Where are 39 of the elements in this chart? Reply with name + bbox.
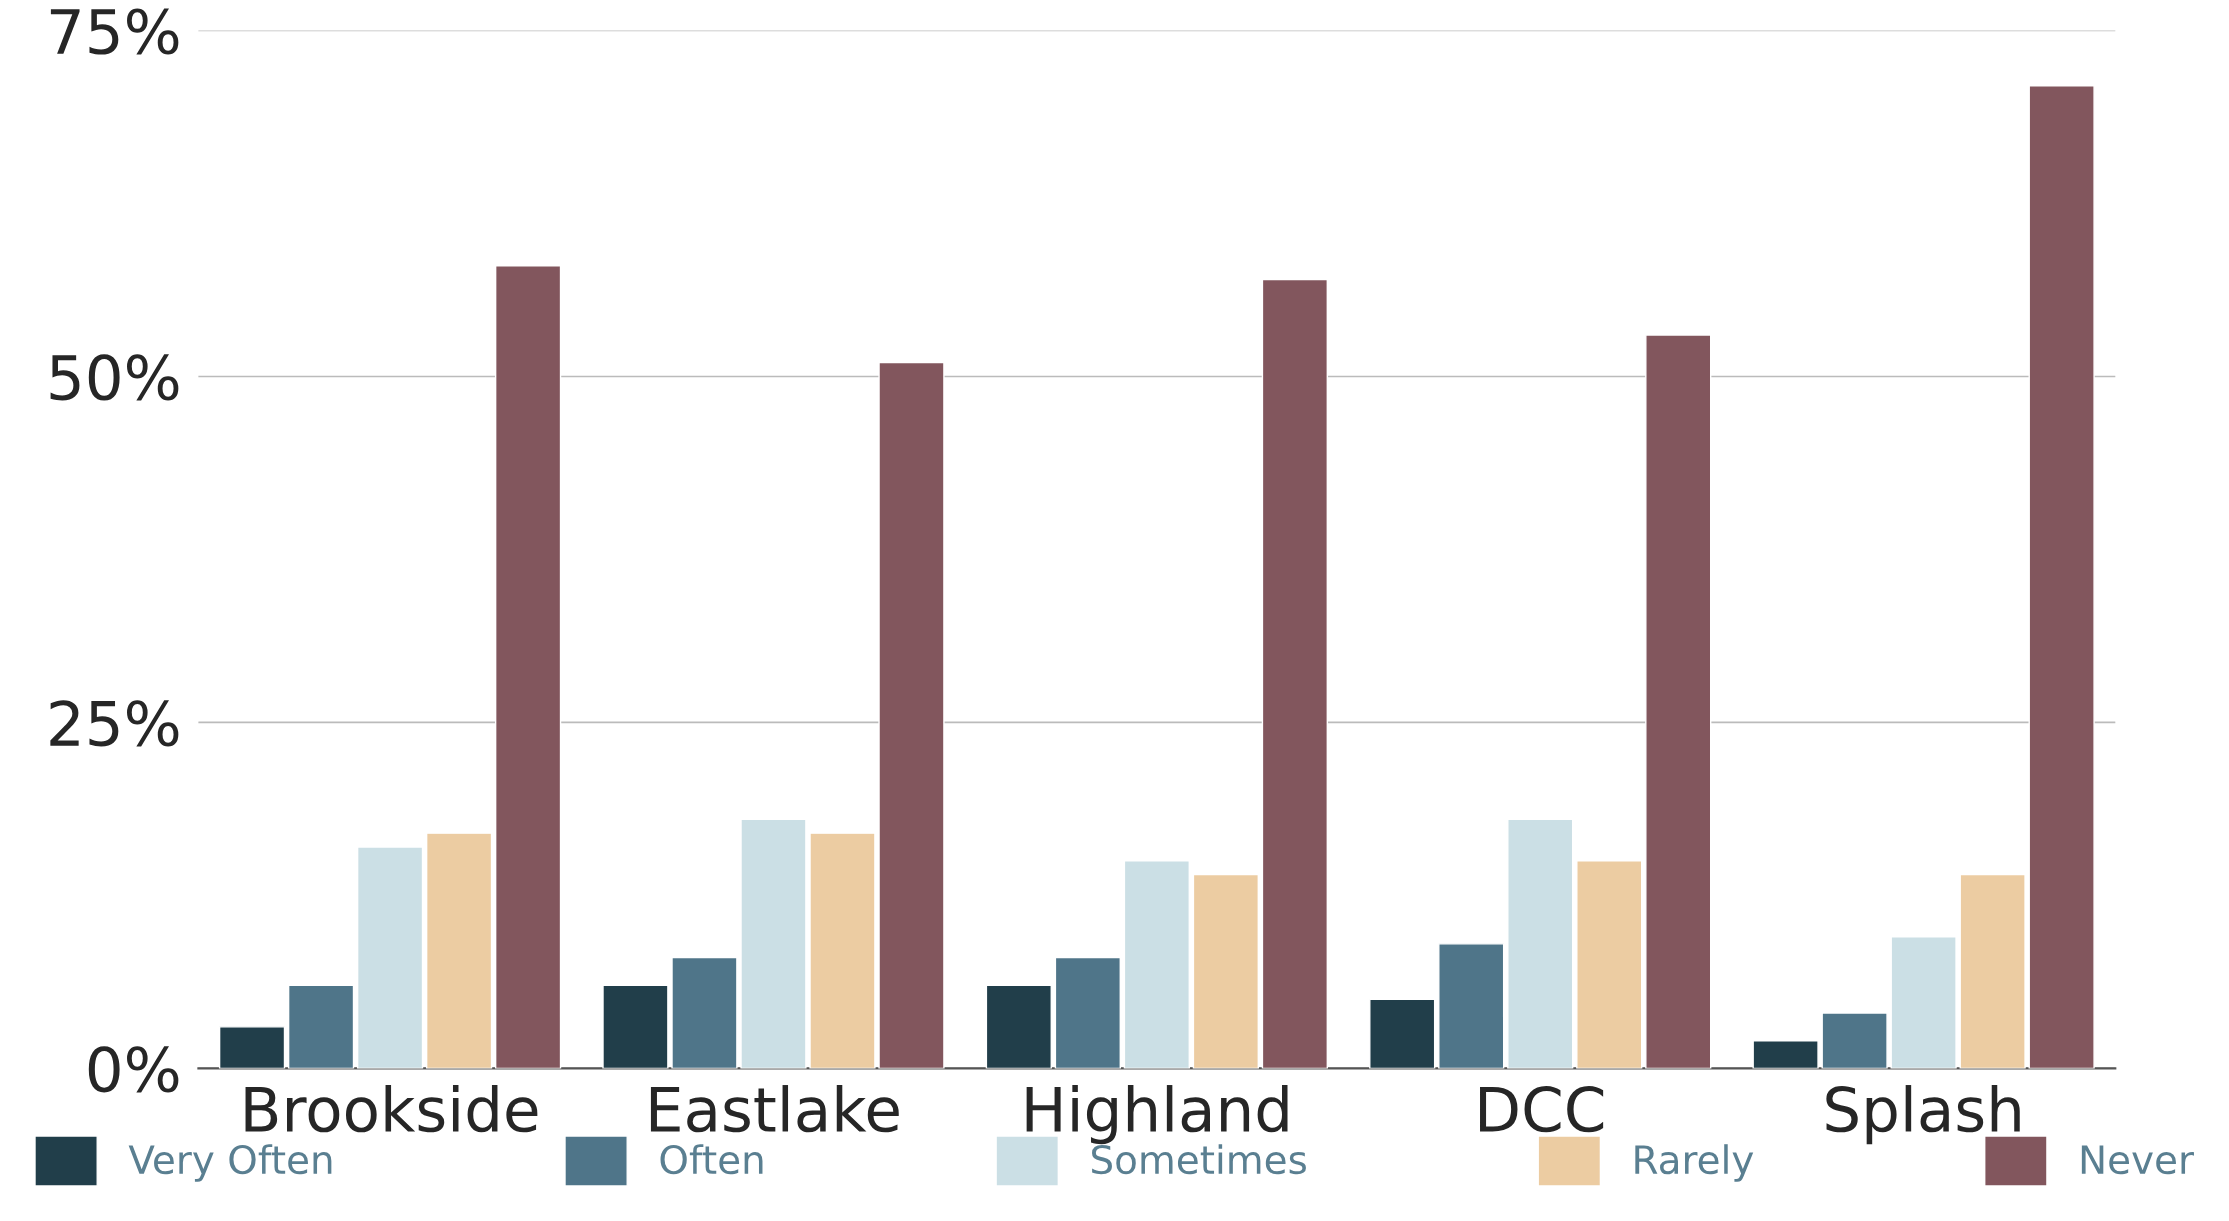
bar [494, 265, 562, 1069]
y-tick-label: 75% [50, 8, 179, 55]
x-tick-label: Brookside [245, 1085, 538, 1133]
bar [287, 984, 355, 1069]
y-tick-label: 50% [50, 354, 179, 401]
bar [1959, 873, 2026, 1069]
legend-label: Sometimes [1092, 1144, 1306, 1175]
y-tick-label: 25% [50, 700, 179, 747]
bar [809, 832, 876, 1069]
bar [878, 361, 945, 1069]
x-tick-label: Eastlake [650, 1085, 899, 1133]
bar [2028, 85, 2095, 1069]
bar [1438, 943, 1505, 1069]
bar [1645, 334, 1712, 1069]
x-tick-label: Splash [1826, 1085, 2020, 1145]
x-tick-label: DCC [1480, 1086, 1604, 1133]
bar [1369, 998, 1436, 1069]
bar [1192, 873, 1259, 1069]
bar [1890, 936, 1957, 1069]
legend-label: Often [660, 1144, 763, 1175]
bar [740, 818, 807, 1069]
bar [1821, 1012, 1888, 1069]
legend-label: Never [2081, 1145, 2194, 1175]
bar [985, 984, 1052, 1069]
bar [1576, 860, 1643, 1069]
x-tick-label: Highland [1026, 1085, 1288, 1145]
bar [1123, 860, 1190, 1069]
legend-label: Very Often [128, 1144, 332, 1182]
bar [1054, 956, 1121, 1069]
bar [356, 846, 424, 1069]
bar [671, 956, 738, 1069]
bar [425, 832, 493, 1069]
bar [602, 984, 669, 1069]
y-tick-label: 0% [88, 1046, 179, 1093]
bar [218, 1026, 286, 1069]
bar [1752, 1040, 1819, 1069]
bar [1507, 818, 1574, 1069]
bar [1261, 278, 1329, 1069]
legend-label: Rarely [1635, 1144, 1754, 1182]
